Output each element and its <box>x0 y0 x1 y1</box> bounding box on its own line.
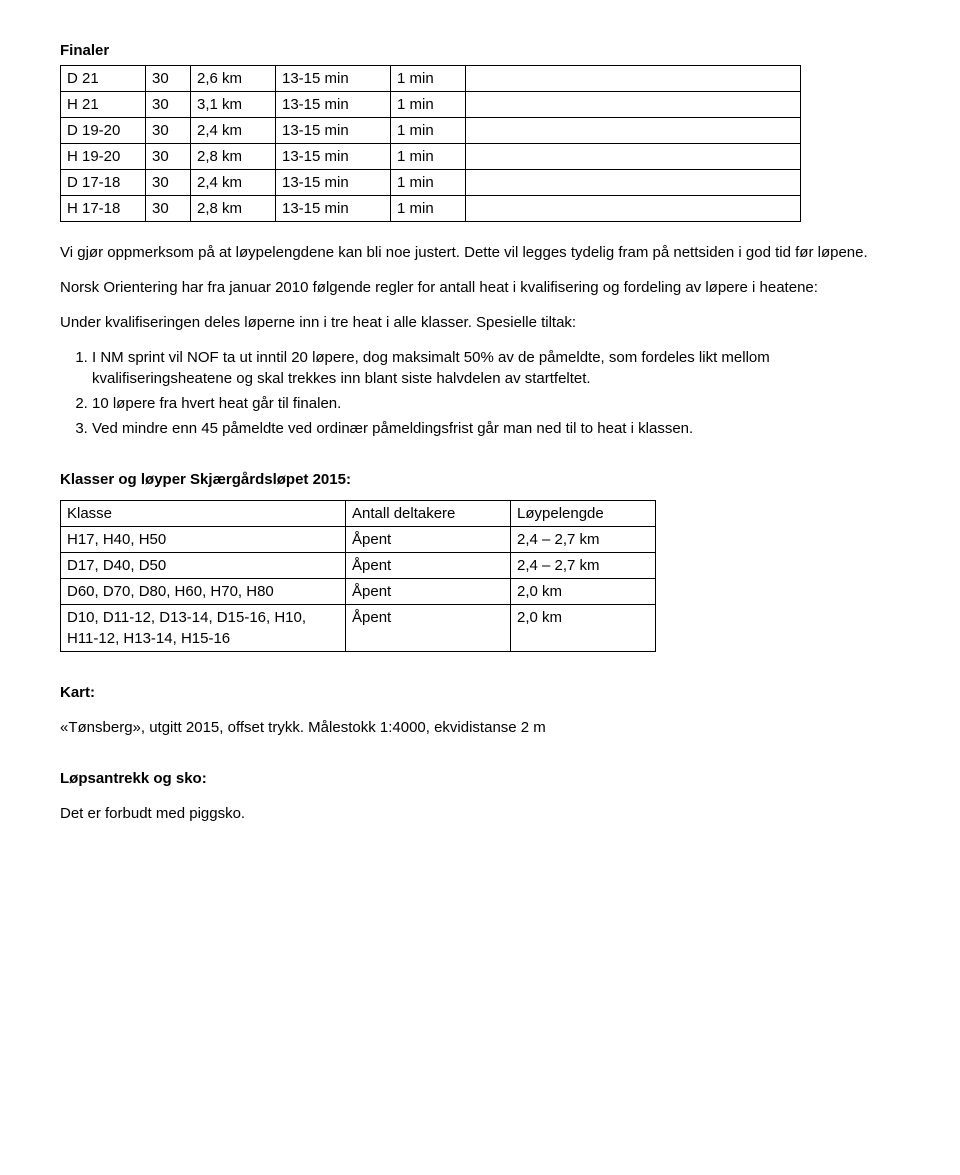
table-cell: H 21 <box>61 92 146 118</box>
finaler-table: D 21302,6 km13-15 min1 minH 21303,1 km13… <box>60 65 801 222</box>
table-cell: D10, D11-12, D13-14, D15-16, H10, H11-12… <box>61 605 346 652</box>
table-row: H17, H40, H50Åpent2,4 – 2,7 km <box>61 527 656 553</box>
table-cell: 30 <box>146 144 191 170</box>
table-cell: 2,4 km <box>191 170 276 196</box>
table-cell: D 17-18 <box>61 170 146 196</box>
table-row: D60, D70, D80, H60, H70, H80Åpent2,0 km <box>61 579 656 605</box>
klasser-table: KlasseAntall deltakereLøypelengdeH17, H4… <box>60 500 656 652</box>
paragraph-2: Norsk Orientering har fra januar 2010 fø… <box>60 277 900 298</box>
table-cell <box>466 144 801 170</box>
table-cell: 30 <box>146 66 191 92</box>
table-header-cell: Antall deltakere <box>346 501 511 527</box>
table-row: H 17-18302,8 km13-15 min1 min <box>61 196 801 222</box>
table-cell: H 19-20 <box>61 144 146 170</box>
table-row: D17, D40, D50Åpent2,4 – 2,7 km <box>61 553 656 579</box>
klasser-heading: Klasser og løyper Skjærgårdsløpet 2015: <box>60 469 900 490</box>
table-cell: 1 min <box>391 144 466 170</box>
table-row: D10, D11-12, D13-14, D15-16, H10, H11-12… <box>61 605 656 652</box>
table-cell: D 21 <box>61 66 146 92</box>
table-cell: 30 <box>146 118 191 144</box>
finaler-heading: Finaler <box>60 40 900 61</box>
paragraph-1: Vi gjør oppmerksom på at løypelengdene k… <box>60 242 900 263</box>
table-cell: H17, H40, H50 <box>61 527 346 553</box>
table-cell: 2,8 km <box>191 196 276 222</box>
table-cell: 1 min <box>391 118 466 144</box>
table-cell <box>466 92 801 118</box>
table-cell <box>466 170 801 196</box>
table-cell: 1 min <box>391 170 466 196</box>
table-cell: 1 min <box>391 92 466 118</box>
list-item: I NM sprint vil NOF ta ut inntil 20 løpe… <box>92 347 900 389</box>
table-cell: 3,1 km <box>191 92 276 118</box>
list-item: 10 løpere fra hvert heat går til finalen… <box>92 393 900 414</box>
table-cell: 13-15 min <box>276 144 391 170</box>
table-cell: 2,0 km <box>511 605 656 652</box>
table-row: D 21302,6 km13-15 min1 min <box>61 66 801 92</box>
table-cell: 13-15 min <box>276 66 391 92</box>
table-cell <box>466 66 801 92</box>
table-cell: Åpent <box>346 605 511 652</box>
table-cell: 2,6 km <box>191 66 276 92</box>
table-cell: 2,4 – 2,7 km <box>511 527 656 553</box>
table-cell: D 19-20 <box>61 118 146 144</box>
list-item: Ved mindre enn 45 påmeldte ved ordinær p… <box>92 418 900 439</box>
kart-heading: Kart: <box>60 682 900 703</box>
table-cell: Åpent <box>346 553 511 579</box>
table-cell: 13-15 min <box>276 170 391 196</box>
tiltak-list: I NM sprint vil NOF ta ut inntil 20 løpe… <box>60 347 900 439</box>
table-cell <box>466 118 801 144</box>
table-row: KlasseAntall deltakereLøypelengde <box>61 501 656 527</box>
table-row: D 17-18302,4 km13-15 min1 min <box>61 170 801 196</box>
table-cell <box>466 196 801 222</box>
table-row: H 19-20302,8 km13-15 min1 min <box>61 144 801 170</box>
sko-text: Det er forbudt med piggsko. <box>60 803 900 824</box>
table-cell: 30 <box>146 170 191 196</box>
table-cell: 30 <box>146 92 191 118</box>
table-row: D 19-20302,4 km13-15 min1 min <box>61 118 801 144</box>
table-header-cell: Løypelengde <box>511 501 656 527</box>
table-cell: D17, D40, D50 <box>61 553 346 579</box>
table-cell: D60, D70, D80, H60, H70, H80 <box>61 579 346 605</box>
table-cell: Åpent <box>346 527 511 553</box>
paragraph-3: Under kvalifiseringen deles løperne inn … <box>60 312 900 333</box>
table-cell: 13-15 min <box>276 196 391 222</box>
table-cell: 13-15 min <box>276 92 391 118</box>
table-cell: 1 min <box>391 196 466 222</box>
table-header-cell: Klasse <box>61 501 346 527</box>
table-cell: 2,8 km <box>191 144 276 170</box>
kart-text: «Tønsberg», utgitt 2015, offset trykk. M… <box>60 717 900 738</box>
table-cell: 2,4 km <box>191 118 276 144</box>
sko-heading: Løpsantrekk og sko: <box>60 768 900 789</box>
table-cell: 30 <box>146 196 191 222</box>
table-cell: 13-15 min <box>276 118 391 144</box>
table-row: H 21303,1 km13-15 min1 min <box>61 92 801 118</box>
table-cell: H 17-18 <box>61 196 146 222</box>
table-cell: Åpent <box>346 579 511 605</box>
table-cell: 2,4 – 2,7 km <box>511 553 656 579</box>
table-cell: 1 min <box>391 66 466 92</box>
table-cell: 2,0 km <box>511 579 656 605</box>
